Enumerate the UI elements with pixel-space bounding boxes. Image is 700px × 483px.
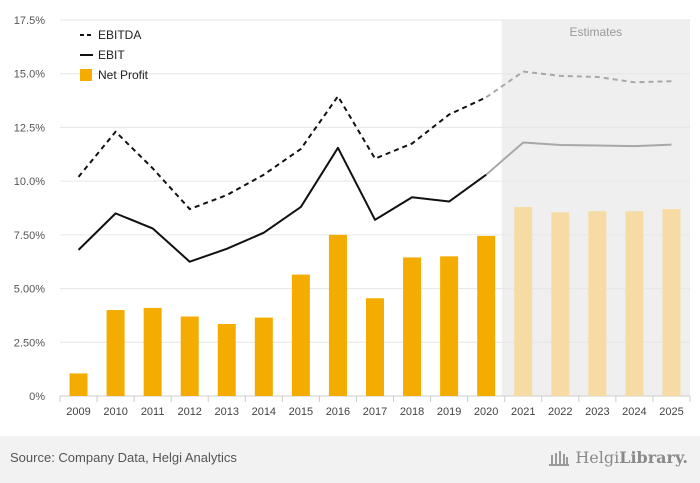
footer: Source: Company Data, Helgi Analytics He… <box>0 436 700 483</box>
brand-name-bold: Library. <box>619 447 688 467</box>
legend-swatch-net-profit <box>80 69 92 81</box>
bar-net-profit <box>477 235 496 396</box>
bar-net-profit <box>254 317 273 396</box>
legend-label-ebitda: EBITDA <box>98 28 141 42</box>
brand-logo[interactable]: HelgiLibrary. <box>547 446 688 468</box>
bar-net-profit <box>143 307 162 396</box>
y-tick-label: 2.50% <box>14 337 45 349</box>
x-tick-label: 2016 <box>326 406 350 418</box>
x-tick-label: 2019 <box>437 406 461 418</box>
legend-label-net-profit: Net Profit <box>98 68 149 82</box>
legend: EBITDA EBIT Net Profit <box>80 28 149 82</box>
x-tick-label: 2024 <box>622 406 646 418</box>
bar-net-profit <box>625 211 644 396</box>
bar-net-profit <box>551 212 570 396</box>
x-tick-label: 2014 <box>252 406 276 418</box>
chart: Estimates 0% 2.50% 5.00% 7.50% 10.0% 12.5% 15.0… <box>14 15 691 418</box>
y-tick-label: 5.00% <box>14 284 45 296</box>
bar-net-profit <box>588 211 607 396</box>
x-tick-label: 2023 <box>585 406 609 418</box>
y-tick-label: 12.5% <box>14 122 45 134</box>
x-tick-label: 2011 <box>141 406 165 418</box>
x-tick-label: 2010 <box>103 406 127 418</box>
legend-label-ebit: EBIT <box>98 48 125 62</box>
source-note: Source: Company Data, Helgi Analytics <box>10 450 237 465</box>
bar-net-profit <box>514 206 533 396</box>
x-tick-label: 2009 <box>66 406 90 418</box>
bar-net-profit <box>180 316 199 396</box>
bar-net-profit <box>69 373 88 396</box>
line-ebit-actual <box>77 146 487 263</box>
y-tick-label: 15.0% <box>14 69 45 81</box>
x-tick-label: 2018 <box>400 406 424 418</box>
y-tick-label: 10.0% <box>14 176 45 188</box>
bar-net-profit <box>217 324 236 396</box>
y-tick-label: 17.5% <box>14 15 45 27</box>
x-tick-label: 2013 <box>215 406 239 418</box>
bar-net-profit <box>662 209 681 396</box>
x-tick-label: 2017 <box>363 406 387 418</box>
line-ebit-estimate <box>485 141 672 176</box>
y-tick-label: 7.50% <box>14 230 45 242</box>
brand-name-regular: Helgi <box>575 447 620 467</box>
bar-net-profit <box>106 310 125 396</box>
x-tick-label: 2012 <box>177 406 201 418</box>
bar-net-profit <box>291 274 310 396</box>
bar-net-profit <box>328 234 347 396</box>
line-ebitda-estimate <box>485 70 672 99</box>
library-building-icon <box>549 451 570 466</box>
bar-net-profit <box>366 298 384 396</box>
estimates-label: Estimates <box>570 25 623 39</box>
x-tick-label: 2022 <box>548 406 572 418</box>
x-tick-label: 2021 <box>511 406 535 418</box>
x-tick-label: 2025 <box>659 406 683 418</box>
x-tick-label: 2020 <box>474 406 498 418</box>
line-ebitda-actual <box>77 95 487 211</box>
x-tick-label: 2015 <box>289 406 313 418</box>
y-tick-label: 0% <box>29 391 45 403</box>
bar-net-profit <box>440 256 459 396</box>
bar-net-profit <box>403 257 422 396</box>
